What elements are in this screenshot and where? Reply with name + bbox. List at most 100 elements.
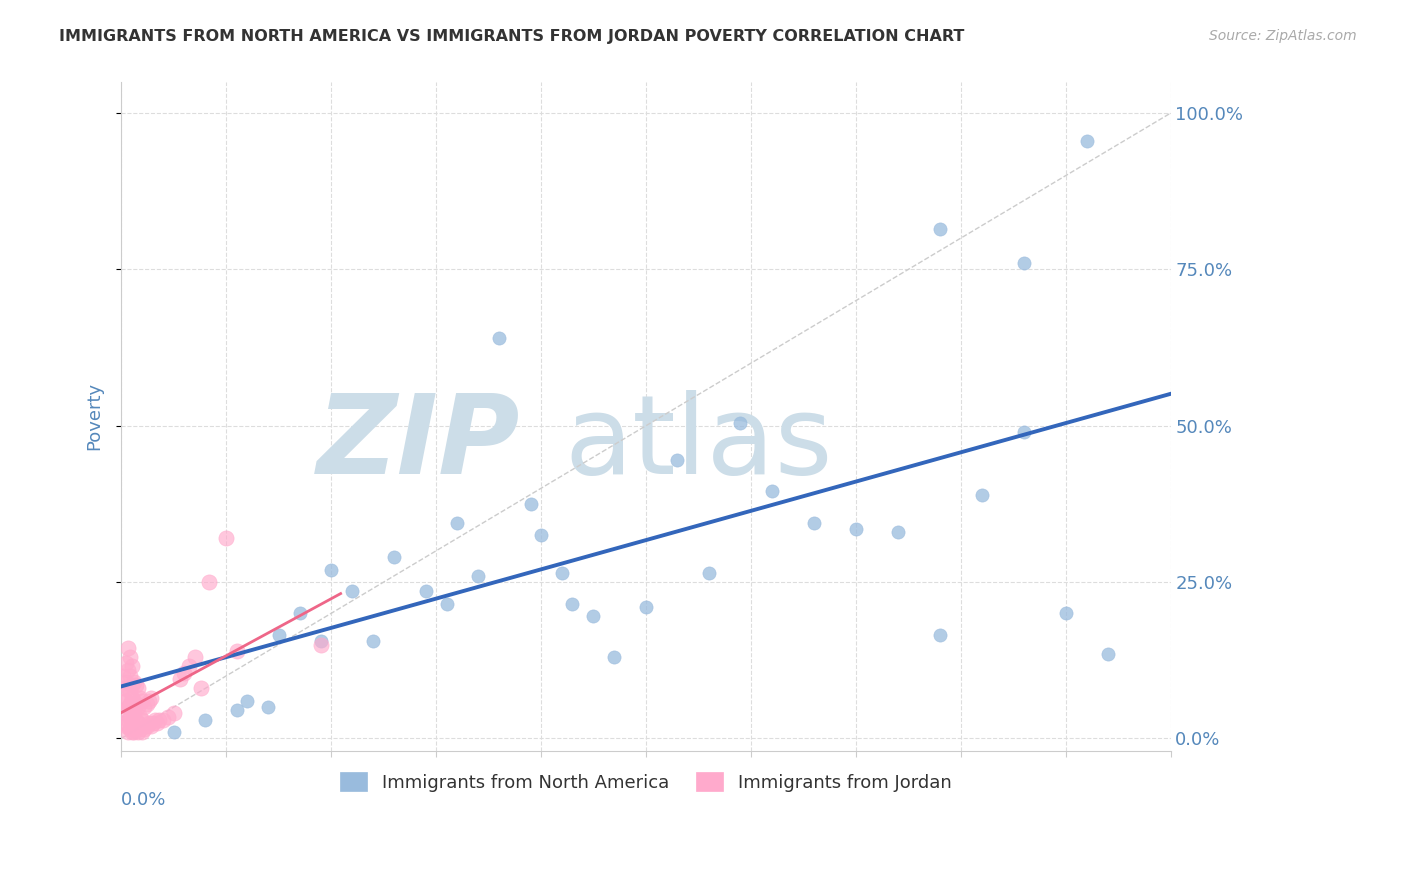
- Point: [117, 681, 139, 696]
- Point: [184, 650, 207, 665]
- Point: [215, 531, 238, 545]
- Point: [134, 700, 156, 714]
- Point: [134, 722, 156, 736]
- Point: [361, 634, 384, 648]
- Point: [928, 222, 950, 236]
- Point: [142, 715, 165, 730]
- Point: [1076, 134, 1098, 148]
- Point: [121, 715, 143, 730]
- Point: [236, 694, 259, 708]
- Point: [761, 484, 783, 499]
- Point: [125, 722, 148, 736]
- Point: [131, 713, 153, 727]
- Point: [1012, 256, 1035, 270]
- Text: ZIP: ZIP: [316, 390, 520, 497]
- Point: [1054, 607, 1077, 621]
- Point: [603, 650, 626, 665]
- Point: [138, 694, 160, 708]
- Point: [121, 659, 143, 673]
- Point: [138, 715, 160, 730]
- Point: [114, 719, 136, 733]
- Point: [225, 703, 247, 717]
- Point: [309, 638, 332, 652]
- Point: [163, 725, 186, 739]
- Text: IMMIGRANTS FROM NORTH AMERICA VS IMMIGRANTS FROM JORDAN POVERTY CORRELATION CHAR: IMMIGRANTS FROM NORTH AMERICA VS IMMIGRA…: [59, 29, 965, 44]
- Point: [551, 566, 574, 580]
- Point: [122, 719, 145, 733]
- Point: [121, 678, 143, 692]
- Point: [118, 669, 141, 683]
- Point: [135, 719, 157, 733]
- Point: [112, 694, 135, 708]
- Point: [225, 644, 247, 658]
- Point: [436, 597, 458, 611]
- Point: [886, 524, 908, 539]
- Point: [519, 497, 541, 511]
- Point: [257, 700, 280, 714]
- Point: [340, 584, 363, 599]
- Y-axis label: Poverty: Poverty: [86, 383, 103, 450]
- Point: [730, 416, 752, 430]
- Point: [446, 516, 468, 530]
- Text: Source: ZipAtlas.com: Source: ZipAtlas.com: [1209, 29, 1357, 43]
- Point: [288, 607, 311, 621]
- Point: [118, 650, 141, 665]
- Point: [928, 628, 950, 642]
- Point: [122, 706, 145, 721]
- Point: [127, 715, 149, 730]
- Point: [135, 697, 157, 711]
- Point: [129, 709, 152, 723]
- Point: [530, 528, 553, 542]
- Point: [1097, 647, 1119, 661]
- Point: [114, 657, 136, 671]
- Point: [198, 575, 221, 590]
- Point: [114, 694, 136, 708]
- Point: [131, 725, 153, 739]
- Text: 0.0%: 0.0%: [121, 791, 167, 809]
- Point: [121, 725, 143, 739]
- Point: [114, 675, 136, 690]
- Point: [127, 725, 149, 739]
- Point: [127, 681, 149, 696]
- Point: [321, 563, 343, 577]
- Point: [112, 715, 135, 730]
- Point: [122, 725, 145, 739]
- Point: [127, 700, 149, 714]
- Point: [122, 694, 145, 708]
- Point: [697, 566, 720, 580]
- Point: [118, 709, 141, 723]
- Point: [117, 663, 139, 677]
- Point: [666, 453, 689, 467]
- Point: [117, 725, 139, 739]
- Point: [169, 672, 191, 686]
- Point: [163, 706, 186, 721]
- Point: [309, 634, 332, 648]
- Point: [415, 584, 437, 599]
- Point: [118, 684, 141, 698]
- Point: [634, 600, 657, 615]
- Point: [582, 609, 605, 624]
- Point: [114, 706, 136, 721]
- Point: [139, 690, 162, 705]
- Point: [112, 681, 135, 696]
- Point: [152, 713, 174, 727]
- Point: [177, 659, 200, 673]
- Point: [129, 722, 152, 736]
- Point: [173, 665, 195, 680]
- Point: [118, 722, 141, 736]
- Point: [112, 669, 135, 683]
- Point: [382, 550, 405, 565]
- Point: [156, 709, 179, 723]
- Point: [1012, 425, 1035, 439]
- Point: [121, 690, 143, 705]
- Point: [190, 681, 212, 696]
- Legend: Immigrants from North America, Immigrants from Jordan: Immigrants from North America, Immigrant…: [333, 765, 959, 798]
- Point: [143, 713, 166, 727]
- Point: [122, 675, 145, 690]
- Point: [117, 700, 139, 714]
- Point: [146, 715, 169, 730]
- Point: [125, 678, 148, 692]
- Point: [970, 487, 993, 501]
- Point: [148, 713, 170, 727]
- Point: [488, 331, 510, 345]
